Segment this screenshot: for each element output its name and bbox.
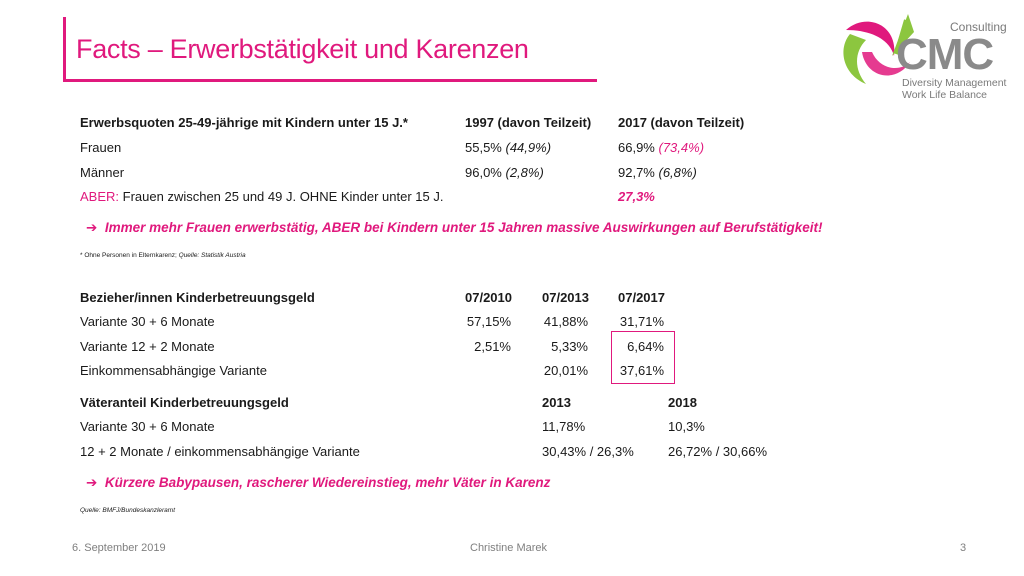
table1-header-2017: 2017 (davon Teilzeit) bbox=[618, 115, 744, 130]
header-2017-text: 2017 (davon Teilzeit) bbox=[618, 115, 745, 130]
table2-header-2013: 07/2013 bbox=[542, 290, 589, 305]
table3-row-12-2018: 26,72% / 30,66% bbox=[668, 444, 768, 459]
page-title: Facts – Erwerbstätigkeit und Karenzen bbox=[76, 34, 529, 64]
table3-row-12-2013: 30,43% / 26,3% bbox=[542, 444, 634, 459]
value: 55,5% bbox=[465, 140, 502, 155]
footer-page-number: 3 bbox=[960, 542, 967, 554]
footnote-1-text: * Ohne Personen in Elternkarenz; bbox=[80, 252, 179, 259]
table1-header-label: Erwerbsquoten 25-49-jährige mit Kindern … bbox=[80, 115, 408, 130]
table1-row-frauen-2017: 66,9% (73,4%) bbox=[618, 140, 704, 155]
aber-label: Frauen zwischen 25 und 49 J. OHNE Kinder… bbox=[122, 189, 444, 204]
callout-1-text: Immer mehr Frauen erwerbstätig, ABER bei… bbox=[104, 220, 823, 235]
table2-row-12-2010: 2,51% bbox=[474, 339, 511, 354]
table2-row-30-2013: 41,88% bbox=[543, 314, 588, 329]
logo-tagline-1: Diversity Management bbox=[902, 77, 1007, 89]
table2-row-30-2010: 57,15% bbox=[466, 314, 511, 329]
table2-row-30-2017: 31,71% bbox=[619, 314, 664, 329]
parttime-value-highlight: (73,4%) bbox=[658, 140, 705, 155]
footnote-1: * Ohne Personen in Elternkarenz; Quelle:… bbox=[80, 252, 246, 259]
table3-row-30-2013: 11,78% bbox=[542, 419, 586, 434]
table3-header-label: Väteranteil Kinderbetreuungsgeld bbox=[80, 395, 289, 410]
footnote-1-source: Quelle: Statistik Austria bbox=[178, 252, 246, 259]
logo-consulting-text: Consulting bbox=[950, 20, 1007, 34]
callout-2-text: Kürzere Babypausen, rascherer Wiedereins… bbox=[104, 475, 551, 490]
table3-header-2013: 2013 bbox=[542, 395, 571, 410]
value: 66,9% bbox=[618, 140, 655, 155]
footer-date: 6. September 2019 bbox=[72, 542, 166, 554]
table2-row-12-label: Variante 12 + 2 Monate bbox=[80, 339, 215, 354]
footnote-2: Quelle: BMFJ/Bundeskanzleramt bbox=[80, 507, 176, 514]
callout-1: ➔ Immer mehr Frauen erwerbstätig, ABER b… bbox=[86, 220, 823, 236]
table2-row-eink-2017: 37,61% bbox=[619, 363, 664, 378]
header-1997-text: 1997 (davon Teilzeit) bbox=[465, 115, 592, 130]
callout-2: ➔ Kürzere Babypausen, rascherer Wiederei… bbox=[86, 475, 550, 491]
arrow-right-icon: ➔ bbox=[86, 220, 98, 235]
table3-row-30-2018: 10,3% bbox=[668, 419, 705, 434]
parttime-value: (44,9%) bbox=[505, 140, 552, 155]
table3-row-12-label: 12 + 2 Monate / einkommensabhängige Vari… bbox=[80, 444, 360, 459]
table2-header-2010: 07/2010 bbox=[465, 290, 512, 305]
title-frame-horizontal bbox=[63, 79, 597, 82]
highlight-box bbox=[611, 331, 675, 384]
table3-row-30-label: Variante 30 + 6 Monate bbox=[80, 419, 215, 434]
table1-header-1997: 1997 (davon Teilzeit) bbox=[465, 115, 591, 130]
table2-row-30-label: Variante 30 + 6 Monate bbox=[80, 314, 215, 329]
cmc-logo-icon bbox=[843, 14, 914, 84]
value: 96,0% bbox=[465, 165, 502, 180]
table1-row-aber: ABER: Frauen zwischen 25 und 49 J. OHNE … bbox=[80, 189, 443, 204]
table2-row-12-2013: 5,33% bbox=[551, 339, 588, 354]
title-frame-vertical bbox=[63, 17, 66, 81]
table1-row-frauen-1997: 55,5% (44,9%) bbox=[465, 140, 551, 155]
table2-header-label: Bezieher/innen Kinderbetreuungsgeld bbox=[80, 290, 315, 305]
table1-row-aber-value: 27,3% bbox=[618, 189, 655, 204]
table1-row-maenner-2017: 92,7% (6,8%) bbox=[618, 165, 697, 180]
logo-tagline-2: Work Life Balance bbox=[902, 89, 988, 101]
arrow-right-icon: ➔ bbox=[86, 475, 98, 490]
logo-name: CMC bbox=[896, 30, 994, 79]
table1-row-maenner-1997: 96,0% (2,8%) bbox=[465, 165, 544, 180]
table1-row-maenner-label: Männer bbox=[80, 165, 125, 180]
table2-row-eink-label: Einkommensabhängige Variante bbox=[80, 363, 267, 378]
parttime-value: (2,8%) bbox=[505, 165, 544, 180]
table3-header-2018: 2018 bbox=[668, 395, 697, 410]
table1-row-frauen-label: Frauen bbox=[80, 140, 122, 155]
value: 92,7% bbox=[618, 165, 655, 180]
parttime-value: (6,8%) bbox=[658, 165, 697, 180]
table2-row-12-2017: 6,64% bbox=[627, 339, 664, 354]
table2-row-eink-2013: 20,01% bbox=[543, 363, 588, 378]
aber-prefix: ABER: bbox=[80, 189, 120, 204]
table2-header-2017: 07/2017 bbox=[618, 290, 665, 305]
footer-author: Christine Marek bbox=[470, 542, 548, 554]
